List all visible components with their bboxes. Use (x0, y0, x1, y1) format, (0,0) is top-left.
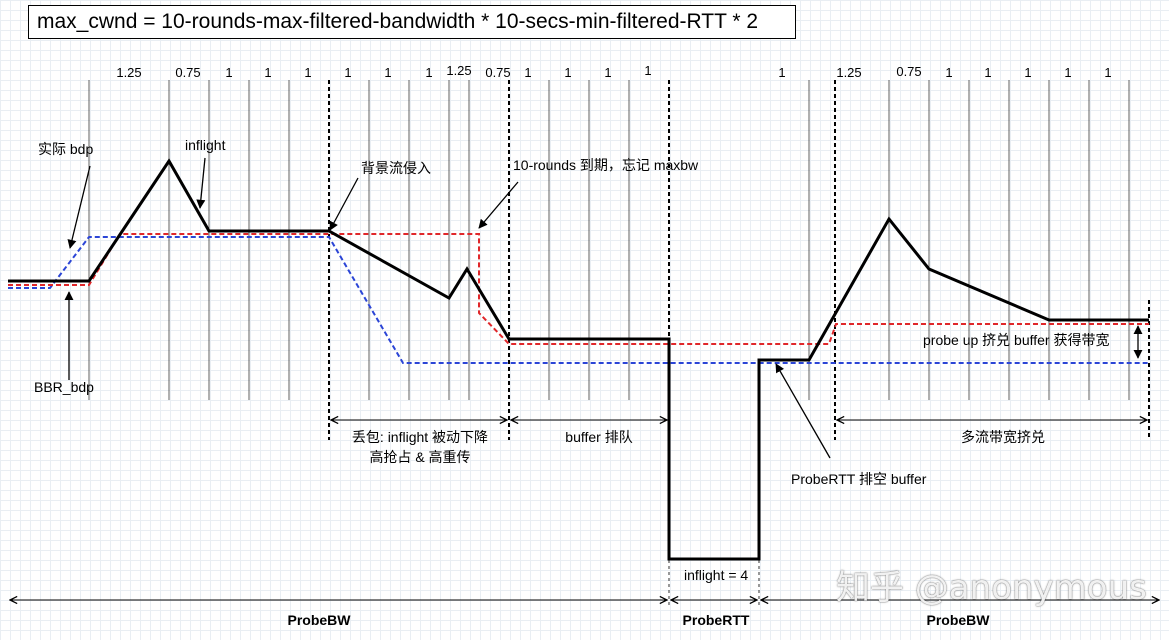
arrow-rounds-expire (478, 181, 519, 229)
inflight-line (8, 158, 1149, 561)
gain-label: 0.75 (175, 65, 200, 80)
gain-label: 1 (344, 65, 351, 80)
annotation-texts: 实际 bdp inflight BBR_bdp 背景流侵入 10-rounds … (34, 137, 1109, 583)
label-bbr-bdp: BBR_bdp (34, 379, 94, 395)
maxbw-line (8, 233, 1149, 345)
gain-label: 1 (564, 65, 571, 80)
arrow-actual-bdp (67, 165, 91, 249)
gain-label: 1 (1064, 65, 1071, 80)
phase-probebw-right: ProbeBW (927, 612, 991, 628)
gain-label: 1 (1104, 65, 1111, 80)
arrow-probertt-drain (775, 363, 831, 459)
gain-label: 1 (984, 65, 991, 80)
phase-boundaries (328, 80, 1150, 440)
round-gridlines (88, 80, 1130, 400)
label-probe-up: probe up 挤兑 buffer 获得带宽 (923, 332, 1109, 348)
bbr-bdp-line (8, 236, 1149, 364)
label-inflight: inflight (185, 137, 226, 153)
formula-title: max_cwnd = 10-rounds-max-filtered-bandwi… (28, 5, 796, 39)
gain-label: 1 (225, 65, 232, 80)
phase-probebw-left: ProbeBW (288, 612, 352, 628)
gain-label: 1 (425, 65, 432, 80)
arrow-background-flow (329, 177, 359, 231)
label-buffer-queue: buffer 排队 (565, 429, 632, 445)
label-actual-bdp: 实际 bdp (38, 141, 93, 157)
gain-label: 1 (644, 63, 651, 78)
gain-label: 1 (778, 65, 785, 80)
gain-label: 1.25 (116, 65, 141, 80)
gain-label: 0.75 (896, 64, 921, 79)
range-texts: 丢包: inflight 被动下降 高抢占 & 高重传 buffer 排队 多流… (352, 429, 1045, 465)
watermark: 知乎 @anonymous (836, 568, 1147, 608)
gain-label: 1 (1024, 65, 1031, 80)
gain-label: 1 (604, 65, 611, 80)
label-inflight4: inflight = 4 (684, 567, 748, 583)
label-loss-line1: 丢包: inflight 被动下降 (352, 429, 488, 445)
gain-label: 1 (524, 65, 531, 80)
arrow-inflight (196, 157, 206, 209)
label-rounds-expire: 10-rounds 到期，忘记 maxbw (513, 157, 699, 173)
annotation-arrows (64, 157, 1143, 459)
label-probertt-drain: ProbeRTT 排空 buffer (791, 471, 927, 487)
phase-probertt: ProbeRTT (683, 612, 750, 628)
gain-label: 1 (264, 65, 271, 80)
gain-label: 1 (945, 65, 952, 80)
label-loss-line2: 高抢占 & 高重传 (369, 449, 470, 465)
gain-label: 1 (384, 65, 391, 80)
gain-label: 1.25 (446, 63, 471, 78)
gain-label: 1.25 (836, 65, 861, 80)
gain-label: 1 (304, 65, 311, 80)
gain-labels: 1.25 0.75 1 1 1 1 1 1 1.25 0.75 1 1 1 1 … (116, 63, 1111, 80)
gain-label: 0.75 (485, 65, 510, 80)
label-background-flow: 背景流侵入 (361, 160, 431, 176)
label-multi-flow: 多流带宽挤兑 (961, 429, 1045, 445)
probertt-bounds (668, 560, 760, 606)
phase-labels: ProbeBW ProbeRTT ProbeBW (288, 612, 991, 628)
